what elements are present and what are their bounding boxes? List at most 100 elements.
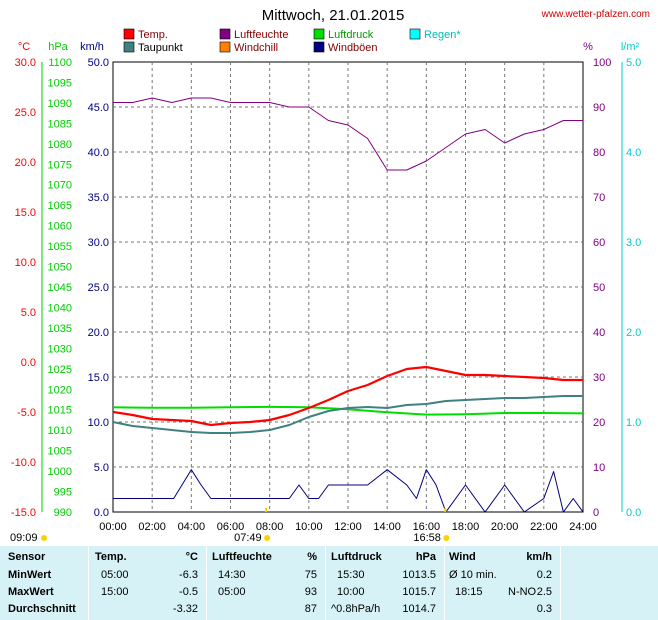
grid bbox=[112, 61, 584, 513]
speed-tick-label: 45.0 bbox=[88, 102, 109, 114]
speed-tick-label: 15.0 bbox=[88, 372, 109, 384]
legend-swatch bbox=[123, 41, 135, 53]
max-pressure-time: 10:00 bbox=[337, 586, 365, 598]
series-line-temp bbox=[112, 365, 583, 427]
rain-tick-label: 1.0 bbox=[626, 417, 641, 429]
pressure-tick-label: 1005 bbox=[48, 446, 72, 458]
min-humidity-value: 75 bbox=[304, 569, 317, 581]
temp-tick-label: 0.0 bbox=[21, 357, 36, 369]
sun-icon bbox=[41, 535, 47, 541]
pressure-tick-label: 1100 bbox=[48, 57, 72, 69]
humidity-tick-label: 20 bbox=[593, 417, 605, 429]
max-humidity-time: 05:00 bbox=[218, 586, 246, 598]
humidity-tick-label: 10 bbox=[593, 462, 605, 474]
column-divider bbox=[206, 546, 207, 620]
rain-tick-label: 3.0 bbox=[626, 237, 641, 249]
legend-label: Windchill bbox=[234, 42, 278, 54]
temp-tick-label: 15.0 bbox=[15, 207, 36, 219]
x-tick-label: 04:00 bbox=[178, 521, 206, 533]
max-wind-direction: N-NO bbox=[508, 586, 537, 598]
rain-tick-label: 0.0 bbox=[626, 507, 641, 519]
rain-tick-label: 2.0 bbox=[626, 327, 641, 339]
axis-ticks: 30.0 25.0 20.0 15.0 10.0 5.0 0.0 -5.0 -10.0 -15.0… bbox=[11, 57, 641, 533]
pressure-tick-label: 995 bbox=[54, 487, 72, 499]
avg-wind-value: 0.3 bbox=[536, 603, 552, 615]
humidity-tick-label: 0 bbox=[593, 507, 599, 519]
speed-tick-label: 30.0 bbox=[88, 237, 109, 249]
pressure-tick-label: 1040 bbox=[48, 302, 72, 314]
temp-tick-label: -10.0 bbox=[11, 457, 36, 469]
min-temp-value: -6.3 bbox=[179, 569, 198, 581]
column-divider bbox=[444, 546, 445, 620]
x-tick-label: 10:00 bbox=[295, 521, 323, 533]
humidity-unit-label: % bbox=[583, 41, 593, 53]
legend-swatch bbox=[219, 28, 231, 40]
pressure-unit-label: hPa bbox=[48, 41, 68, 53]
speed-tick-label: 5.0 bbox=[94, 462, 109, 474]
x-tick-label: 24:00 bbox=[569, 521, 597, 533]
x-tick-label: 20:00 bbox=[491, 521, 519, 533]
header-pressure-unit: hPa bbox=[415, 551, 436, 563]
rain-unit-label: l/m² bbox=[621, 41, 640, 53]
legend-label: Temp. bbox=[138, 29, 168, 41]
humidity-tick-label: 70 bbox=[593, 192, 605, 204]
pressure-tick-label: 1045 bbox=[48, 282, 72, 294]
x-tick-label: 12:00 bbox=[334, 521, 362, 533]
min-humidity-time: 14:30 bbox=[218, 569, 246, 581]
temp-tick-label: 25.0 bbox=[15, 107, 36, 119]
sun-icon bbox=[443, 535, 450, 541]
sun-icon bbox=[264, 535, 271, 541]
series-lines bbox=[112, 97, 584, 513]
pressure-tick-label: 1050 bbox=[48, 262, 72, 274]
legend-swatch bbox=[409, 28, 421, 40]
humidity-tick-label: 90 bbox=[593, 102, 605, 114]
humidity-tick-label: 60 bbox=[593, 237, 605, 249]
speed-tick-label: 20.0 bbox=[88, 327, 109, 339]
chart-title: Mittwoch, 21.01.2015 bbox=[262, 7, 405, 24]
max-wind-value: 2.5 bbox=[536, 586, 552, 598]
header-temp: Temp. bbox=[95, 551, 127, 563]
series-line-luftdruck bbox=[112, 405, 584, 416]
source-link[interactable]: www.wetter-pfalzen.com bbox=[541, 9, 650, 20]
legend-swatch bbox=[313, 28, 325, 40]
series-line-luftfeuchte bbox=[113, 97, 583, 171]
temp-tick-label: 20.0 bbox=[15, 157, 36, 169]
avg-pressure-value: 1014.7 bbox=[402, 603, 436, 615]
x-tick-label: 22:00 bbox=[530, 521, 558, 533]
speed-unit-label: km/h bbox=[80, 41, 104, 53]
temp-tick-label: 30.0 bbox=[15, 57, 36, 69]
legend: Temp. Luftfeuchte Luftdruck Regen* Taupunkt W… bbox=[123, 28, 461, 54]
avg-pressure-trend: ^0.8hPa/h bbox=[331, 603, 381, 615]
humidity-tick-label: 50 bbox=[593, 282, 605, 294]
pressure-tick-label: 1060 bbox=[48, 221, 72, 233]
pressure-tick-label: 1055 bbox=[48, 241, 72, 253]
sun-marker-label: 16:58 bbox=[413, 532, 441, 544]
pressure-tick-label: 1080 bbox=[48, 139, 72, 151]
min-wind-value: 0.2 bbox=[536, 569, 552, 581]
legend-swatch bbox=[219, 41, 231, 53]
pressure-tick-label: 1030 bbox=[48, 343, 72, 355]
humidity-tick-label: 80 bbox=[593, 147, 605, 159]
pressure-tick-label: 1075 bbox=[48, 159, 72, 171]
row-label-min: MinWert bbox=[8, 569, 52, 581]
min-wind-time: Ø 10 min. bbox=[449, 569, 497, 581]
row-label-max: MaxWert bbox=[8, 586, 54, 598]
max-wind-time: 18:15 bbox=[455, 586, 483, 598]
pressure-tick-label: 1090 bbox=[48, 98, 72, 110]
speed-tick-label: 40.0 bbox=[88, 147, 109, 159]
pressure-tick-label: 1070 bbox=[48, 180, 72, 192]
header-humidity: Luftfeuchte bbox=[212, 551, 272, 563]
row-label-average: Durchschnitt bbox=[8, 603, 76, 615]
statistics-table: Sensor Temp. °C Luftfeuchte % Luftdruck … bbox=[0, 546, 658, 620]
temp-unit-label: °C bbox=[18, 41, 30, 53]
x-tick-label: 02:00 bbox=[138, 521, 166, 533]
pressure-tick-label: 1085 bbox=[48, 118, 72, 130]
min-pressure-value: 1013.5 bbox=[402, 569, 436, 581]
sun-marker-label: 09:09 bbox=[10, 532, 38, 544]
humidity-tick-label: 40 bbox=[593, 327, 605, 339]
avg-temp-value: -3.32 bbox=[172, 603, 198, 615]
speed-tick-label: 35.0 bbox=[88, 192, 109, 204]
legend-swatch bbox=[313, 41, 325, 53]
column-divider bbox=[560, 546, 561, 620]
column-divider bbox=[325, 546, 326, 620]
